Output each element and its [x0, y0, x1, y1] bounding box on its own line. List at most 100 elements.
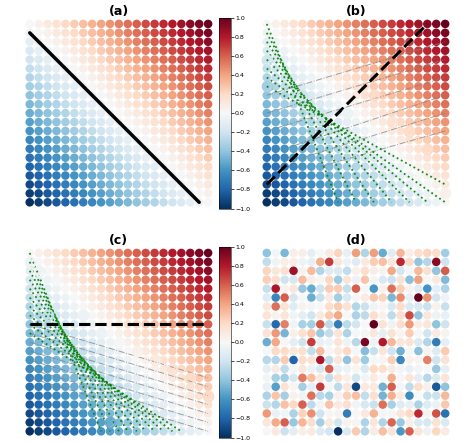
Point — [44, 92, 51, 99]
Point — [106, 199, 114, 206]
Point — [415, 154, 422, 161]
Point — [204, 383, 212, 390]
Point — [343, 190, 351, 197]
Point — [115, 74, 123, 81]
Point — [53, 101, 60, 108]
Point — [397, 347, 404, 354]
Point — [415, 419, 422, 426]
Point — [178, 401, 185, 408]
Point — [317, 374, 324, 381]
Point — [424, 136, 431, 143]
Point — [424, 154, 431, 161]
Point — [290, 294, 297, 301]
Point — [97, 339, 105, 346]
Point — [441, 145, 449, 152]
Point — [432, 56, 440, 63]
Point — [299, 136, 306, 143]
Point — [441, 181, 449, 188]
Point — [424, 20, 431, 27]
Point — [80, 136, 87, 143]
Point — [35, 83, 43, 90]
Point — [62, 249, 69, 256]
Point — [97, 101, 105, 108]
Point — [308, 163, 315, 170]
Point — [432, 294, 440, 301]
Point — [388, 294, 395, 301]
Point — [71, 321, 78, 328]
Point — [290, 92, 297, 99]
Point — [186, 392, 194, 399]
Point — [195, 321, 203, 328]
Point — [106, 303, 114, 310]
Point — [35, 258, 43, 265]
Point — [88, 65, 96, 72]
Point — [62, 330, 69, 337]
Point — [308, 347, 315, 354]
Point — [142, 92, 149, 99]
Point — [124, 47, 132, 54]
Point — [388, 276, 395, 283]
Point — [361, 383, 369, 390]
Point — [35, 92, 43, 99]
Point — [326, 392, 333, 399]
Point — [178, 392, 185, 399]
Point — [186, 163, 194, 170]
Point — [142, 339, 149, 346]
Point — [26, 249, 34, 256]
Point — [97, 199, 105, 206]
Point — [160, 127, 167, 134]
Point — [397, 374, 404, 381]
Point — [290, 47, 297, 54]
Point — [379, 312, 386, 319]
Point — [35, 65, 43, 72]
Point — [35, 303, 43, 310]
Point — [441, 110, 449, 117]
Point — [299, 163, 306, 170]
Point — [115, 419, 123, 426]
Point — [299, 294, 306, 301]
Point — [115, 154, 123, 161]
Point — [169, 20, 176, 27]
Point — [186, 276, 194, 283]
Point — [133, 136, 140, 143]
Point — [71, 83, 78, 90]
Point — [142, 101, 149, 108]
Point — [88, 127, 96, 134]
Point — [406, 347, 413, 354]
Point — [290, 199, 297, 206]
Point — [272, 20, 280, 27]
Point — [317, 366, 324, 373]
Point — [71, 199, 78, 206]
Point — [142, 181, 149, 188]
Point — [308, 294, 315, 301]
Point — [204, 65, 212, 72]
Point — [415, 101, 422, 108]
Point — [397, 136, 404, 143]
Point — [299, 419, 306, 426]
Point — [388, 383, 395, 390]
Point — [406, 172, 413, 179]
Point — [388, 374, 395, 381]
Point — [151, 110, 158, 117]
Point — [326, 172, 333, 179]
Point — [397, 154, 404, 161]
Point — [142, 392, 149, 399]
Point — [397, 303, 404, 310]
Point — [432, 303, 440, 310]
Point — [178, 172, 185, 179]
Point — [71, 181, 78, 188]
Point — [142, 83, 149, 90]
Point — [415, 118, 422, 126]
Point — [415, 330, 422, 337]
Point — [124, 356, 132, 363]
Point — [88, 383, 96, 390]
Point — [106, 136, 114, 143]
Point — [26, 294, 34, 301]
Point — [71, 339, 78, 346]
Point — [406, 56, 413, 63]
Point — [343, 374, 351, 381]
Point — [133, 199, 140, 206]
Point — [272, 383, 280, 390]
Point — [169, 163, 176, 170]
Point — [370, 303, 378, 310]
